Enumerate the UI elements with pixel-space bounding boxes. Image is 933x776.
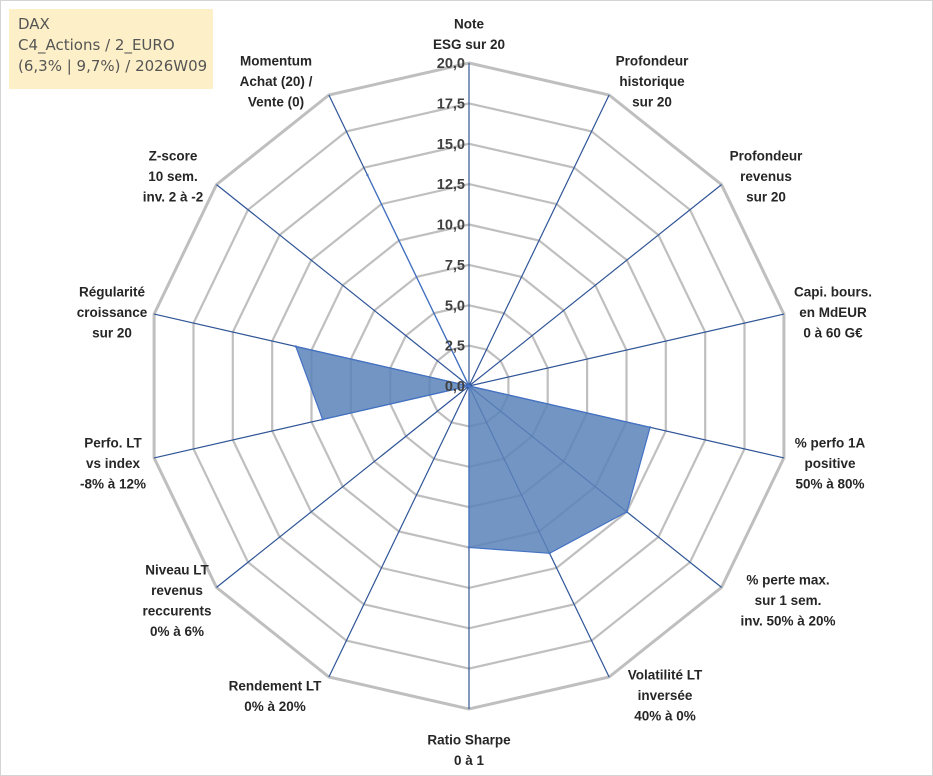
axis-label-line: 0% à 6% [150, 624, 204, 639]
tick-label: 0,0 [445, 379, 465, 395]
data-point-5 [648, 426, 652, 429]
axis-label-line: Rendement LT [229, 679, 323, 694]
tick-label: 20,0 [437, 56, 465, 72]
axis-label-line: 0 à 1 [454, 753, 485, 768]
tick-label: 2,5 [445, 339, 465, 355]
info-index-name: DAX [18, 15, 50, 33]
axis-label-line: inv. 50% à 20% [740, 614, 835, 629]
axis-label-6: % perte max. sur 1 sem. inv. 50% à 20% [740, 573, 835, 629]
axis-label-line: reccurents [142, 604, 211, 619]
axis-label-line: 0 à 60 G€ [803, 326, 863, 341]
axis-label-line: % perte max. [746, 573, 829, 588]
axis-label-14: Momentum Achat (20) / Vente (0) [240, 54, 313, 110]
axis-label-line: Profondeur [730, 149, 803, 164]
axis-label-line: -8% à 12% [80, 477, 146, 492]
axis-label-line: sur 1 sem. [755, 593, 822, 608]
axis-label-line: 50% à 80% [795, 477, 864, 492]
radial-tick-labels: 0,0 2,5 5,0 7,5 10,0 12,5 15,0 17,5 20,0 [437, 56, 465, 395]
axis-label-9: Rendement LT 0% à 20% [229, 679, 323, 715]
axis-label-line: Vente (0) [248, 95, 304, 110]
axis-label-line: Ratio Sharpe [427, 733, 511, 748]
axis-label-line: sur 20 [632, 95, 672, 110]
axis-label-12: Régularité croissance sur 20 [77, 285, 148, 341]
axis-label-2: Profondeur historique sur 20 [616, 54, 689, 110]
data-point-12 [294, 345, 297, 348]
axis-label-line: Capi. bours. [794, 285, 872, 300]
axis-label-line: Z-score [149, 149, 198, 164]
data-point-6 [625, 510, 628, 514]
info-box: DAX C4_Actions / 2_EURO (6,3% | 9,7%) / … [9, 9, 213, 89]
axis-label-5: % perfo 1A positive 50% à 80% [795, 436, 866, 492]
data-point-13 [467, 384, 471, 388]
tick-label: 12,5 [437, 177, 465, 193]
axis-label-8: Ratio Sharpe 0 à 1 [427, 733, 511, 769]
axis-label-13: Z-score 10 sem. inv. 2 à -2 [143, 149, 204, 205]
info-category: C4_Actions / 2_EURO [18, 36, 175, 54]
data-point-7 [548, 552, 551, 555]
axis-label-line: croissance [77, 305, 148, 320]
tick-label: 5,0 [445, 298, 465, 314]
axis-label-line: Niveau LT [145, 563, 209, 578]
info-stats: (6,3% | 9,7%) / 2026W09 [18, 57, 208, 75]
axis-label-line: Volatilité LT [628, 668, 703, 683]
tick-label: 15,0 [437, 137, 465, 153]
axis-label-line: 10 sem. [148, 169, 198, 184]
axis-label-line: Achat (20) / [240, 74, 313, 89]
axis-label-line: % perfo 1A [795, 436, 866, 451]
axis-label-4: Capi. bours. en MdEUR 0 à 60 G€ [794, 285, 872, 341]
axis-label-line: ESG sur 20 [433, 37, 505, 52]
axis-label-line: Profondeur [616, 54, 689, 69]
data-point-8 [467, 546, 471, 549]
axis-label-10: Niveau LT revenus reccurents 0% à 6% [142, 563, 211, 640]
spoke-4 [468, 313, 785, 387]
axis-label-line: Perfo. LT [84, 436, 142, 451]
axis-label-line: inversée [638, 688, 693, 703]
axis-label-11: Perfo. LT vs index -8% à 12% [80, 436, 146, 492]
spoke-2 [468, 94, 610, 387]
axis-label-line: Note [454, 17, 484, 32]
data-point-11 [321, 418, 324, 421]
spoke-9 [328, 385, 470, 678]
axis-label-7: Volatilité LT inversée 40% à 0% [628, 668, 703, 724]
axis-label-line: positive [804, 456, 856, 471]
spoke-10 [216, 385, 470, 588]
series-area-1 [294, 174, 651, 554]
tick-label: 17,5 [437, 96, 465, 112]
axis-label-1: Note ESG sur 20 [433, 17, 505, 53]
axis-label-line: 0% à 20% [244, 699, 306, 714]
spoke-3 [468, 184, 722, 387]
tick-label: 7,5 [445, 258, 465, 274]
axis-label-3: Profondeur revenus sur 20 [730, 149, 803, 205]
axis-category-labels: Note ESG sur 20 Profondeur historique sur 20… [77, 17, 872, 769]
axis-label-line: vs index [86, 456, 141, 471]
radar-series [294, 173, 652, 555]
axis-label-line: sur 20 [746, 190, 786, 205]
axis-label-line: sur 20 [92, 326, 132, 341]
axis-label-line: revenus [740, 169, 792, 184]
axis-label-line: 40% à 0% [634, 709, 696, 724]
axis-label-line: en MdEUR [799, 305, 867, 320]
axis-label-line: revenus [151, 583, 203, 598]
spoke-13 [216, 184, 470, 387]
data-point-14 [366, 173, 369, 177]
axis-label-line: Momentum [240, 54, 312, 69]
tick-label: 10,0 [437, 218, 465, 234]
axis-label-line: Régularité [79, 285, 146, 300]
axis-label-line: inv. 2 à -2 [143, 190, 204, 205]
axis-label-line: historique [619, 74, 685, 89]
